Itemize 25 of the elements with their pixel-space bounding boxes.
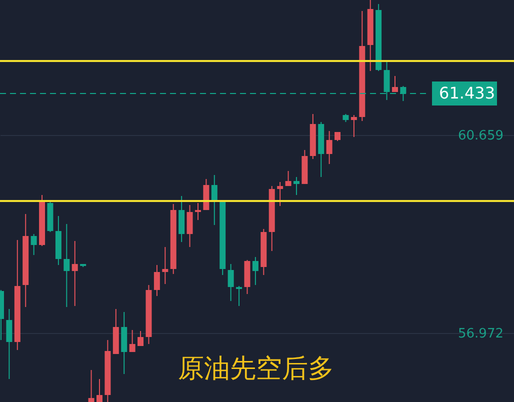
candlestick — [392, 75, 398, 92]
candlestick — [228, 263, 234, 302]
candlestick — [252, 256, 258, 286]
candlestick — [285, 170, 292, 187]
candlestick — [162, 246, 168, 285]
candlestick — [236, 286, 242, 306]
annotation: 原油先空后多 — [178, 354, 334, 384]
candlestick — [293, 176, 300, 196]
candlestick — [194, 202, 201, 221]
y-tick-label: 60.659 — [458, 128, 504, 144]
candlestick — [88, 369, 94, 402]
y-tick-label: 56.972 — [458, 326, 504, 342]
candlestick — [129, 329, 136, 353]
ref-line-label: 61.433 — [439, 83, 495, 102]
candlestick — [326, 130, 332, 164]
candlestick — [96, 378, 102, 402]
candlestick — [154, 264, 160, 296]
candlestick — [186, 204, 193, 248]
candlestick — [350, 114, 357, 138]
candlestick — [64, 223, 70, 308]
candlestick — [30, 234, 37, 256]
candlestick — [138, 330, 144, 346]
candlestick — [6, 308, 12, 380]
candlestick — [277, 181, 284, 206]
candlestick — [72, 240, 78, 306]
